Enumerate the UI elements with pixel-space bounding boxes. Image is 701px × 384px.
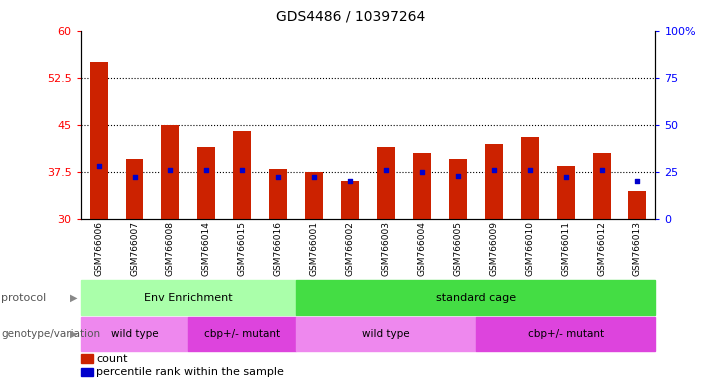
Text: GSM766003: GSM766003 bbox=[381, 221, 390, 276]
Bar bbox=[297, 317, 476, 351]
Bar bbox=[297, 280, 655, 315]
Point bbox=[452, 172, 463, 179]
Point bbox=[129, 174, 140, 180]
Text: ▶: ▶ bbox=[69, 293, 77, 303]
Bar bbox=[198, 147, 215, 219]
Text: genotype/variation: genotype/variation bbox=[1, 329, 100, 339]
Bar bbox=[476, 317, 655, 351]
Point bbox=[381, 167, 392, 173]
Bar bbox=[521, 137, 538, 219]
Text: count: count bbox=[96, 354, 128, 364]
Bar bbox=[81, 317, 189, 351]
Text: GSM766006: GSM766006 bbox=[94, 221, 103, 276]
Bar bbox=[557, 166, 575, 219]
Point bbox=[524, 167, 536, 173]
Bar bbox=[233, 131, 251, 219]
Bar bbox=[189, 317, 297, 351]
Text: GSM766009: GSM766009 bbox=[489, 221, 498, 276]
Text: GSM766002: GSM766002 bbox=[346, 221, 355, 276]
Bar bbox=[269, 169, 287, 219]
Point bbox=[416, 169, 428, 175]
Point bbox=[560, 174, 571, 180]
Point bbox=[273, 174, 284, 180]
Text: GDS4486 / 10397264: GDS4486 / 10397264 bbox=[276, 10, 425, 23]
Text: percentile rank within the sample: percentile rank within the sample bbox=[96, 367, 284, 377]
Bar bbox=[305, 172, 323, 219]
Bar bbox=[341, 181, 359, 219]
Point bbox=[200, 167, 212, 173]
Text: wild type: wild type bbox=[111, 329, 158, 339]
Text: GSM766014: GSM766014 bbox=[202, 221, 211, 276]
Text: GSM766005: GSM766005 bbox=[454, 221, 463, 276]
Bar bbox=[449, 159, 467, 219]
Point bbox=[165, 167, 176, 173]
Bar bbox=[413, 153, 431, 219]
Text: GSM766012: GSM766012 bbox=[597, 221, 606, 276]
Text: cbp+/- mutant: cbp+/- mutant bbox=[204, 329, 280, 339]
Text: GSM766011: GSM766011 bbox=[561, 221, 570, 276]
Bar bbox=[90, 62, 107, 219]
Text: GSM766016: GSM766016 bbox=[273, 221, 283, 276]
Point bbox=[344, 178, 355, 184]
Bar bbox=[629, 191, 646, 219]
Text: GSM766015: GSM766015 bbox=[238, 221, 247, 276]
Text: GSM766013: GSM766013 bbox=[633, 221, 642, 276]
Text: standard cage: standard cage bbox=[436, 293, 516, 303]
Bar bbox=[592, 153, 611, 219]
Bar bbox=[125, 159, 144, 219]
Text: wild type: wild type bbox=[362, 329, 410, 339]
Text: GSM766008: GSM766008 bbox=[166, 221, 175, 276]
Text: GSM766001: GSM766001 bbox=[310, 221, 319, 276]
Text: GSM766010: GSM766010 bbox=[525, 221, 534, 276]
Bar bbox=[377, 147, 395, 219]
Bar bbox=[485, 144, 503, 219]
Bar bbox=[161, 125, 179, 219]
Text: cbp+/- mutant: cbp+/- mutant bbox=[528, 329, 604, 339]
Point bbox=[237, 167, 248, 173]
Text: Env Enrichment: Env Enrichment bbox=[144, 293, 233, 303]
Text: GSM766004: GSM766004 bbox=[417, 221, 426, 276]
Point bbox=[596, 167, 607, 173]
Text: GSM766007: GSM766007 bbox=[130, 221, 139, 276]
Point bbox=[93, 163, 104, 169]
Point bbox=[488, 167, 499, 173]
Point bbox=[308, 174, 320, 180]
Text: protocol: protocol bbox=[1, 293, 47, 303]
Point bbox=[632, 178, 643, 184]
Text: ▶: ▶ bbox=[69, 329, 77, 339]
Bar bbox=[81, 280, 297, 315]
